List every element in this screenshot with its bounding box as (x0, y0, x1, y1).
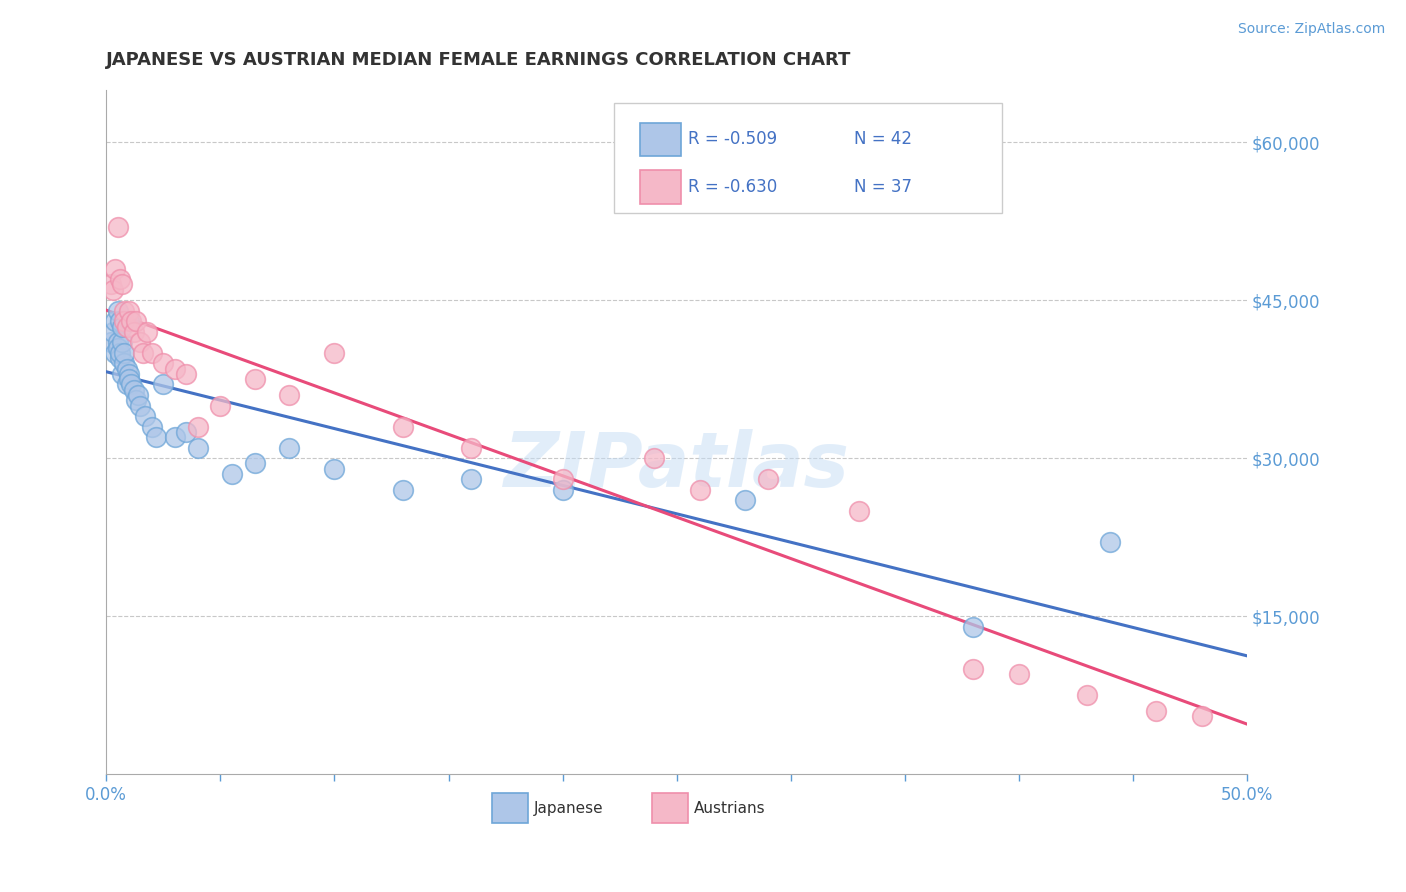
Point (163, 430, 186, 444)
Point (209, 399, 232, 413)
Point (122, 383, 145, 397)
Point (1144, 704, 1167, 718)
Point (132, 346, 155, 360)
Point (186, 419, 208, 434)
Point (243, 457, 266, 471)
Point (125, 314, 148, 328)
Point (551, 472, 574, 486)
Text: R = -0.509: R = -0.509 (688, 130, 778, 148)
Point (460, 441, 482, 455)
Point (136, 325, 159, 339)
Point (756, 472, 779, 486)
Point (962, 662, 984, 676)
Point (643, 451, 665, 466)
Point (120, 314, 142, 328)
FancyBboxPatch shape (614, 103, 1002, 213)
Text: R = -0.630: R = -0.630 (688, 178, 778, 196)
Point (127, 388, 149, 402)
Text: JAPANESE VS AUSTRIAN MEDIAN FEMALE EARNINGS CORRELATION CHART: JAPANESE VS AUSTRIAN MEDIAN FEMALE EARNI… (107, 51, 852, 69)
FancyBboxPatch shape (651, 793, 688, 823)
Point (1099, 535, 1122, 549)
Point (108, 314, 131, 328)
Point (104, 346, 127, 360)
Point (111, 277, 134, 292)
Point (141, 346, 163, 360)
Point (115, 361, 138, 376)
FancyBboxPatch shape (640, 122, 682, 156)
Point (107, 303, 129, 318)
Point (221, 467, 243, 481)
Point (186, 441, 208, 455)
Point (111, 367, 134, 381)
Point (1076, 688, 1098, 702)
Point (460, 472, 482, 486)
Point (108, 346, 131, 360)
Point (277, 441, 299, 455)
Point (134, 409, 156, 423)
Text: Source: ZipAtlas.com: Source: ZipAtlas.com (1237, 22, 1385, 37)
Point (174, 425, 197, 439)
Point (114, 314, 136, 328)
Point (108, 272, 131, 286)
Point (141, 419, 163, 434)
Point (323, 346, 346, 360)
Point (1008, 667, 1031, 681)
Point (104, 261, 127, 276)
Point (115, 377, 138, 392)
Point (174, 367, 197, 381)
Text: ZIPatlas: ZIPatlas (503, 429, 849, 503)
Point (277, 388, 299, 402)
Point (100, 335, 122, 350)
FancyBboxPatch shape (640, 170, 682, 204)
Point (118, 372, 141, 386)
Point (101, 325, 124, 339)
Point (114, 346, 136, 360)
Point (962, 619, 984, 633)
Point (107, 335, 129, 350)
Point (101, 283, 124, 297)
Point (551, 483, 574, 497)
Text: N = 42: N = 42 (853, 130, 911, 148)
Point (1191, 709, 1213, 723)
Point (392, 483, 415, 497)
Point (734, 493, 756, 508)
Text: Austrians: Austrians (693, 801, 765, 816)
Point (323, 461, 346, 475)
Point (120, 377, 142, 392)
Point (163, 361, 186, 376)
Point (129, 335, 152, 350)
Point (152, 377, 174, 392)
Point (107, 341, 129, 355)
Point (107, 219, 129, 234)
Point (111, 335, 134, 350)
Point (689, 483, 711, 497)
Point (125, 393, 148, 408)
Point (392, 419, 415, 434)
FancyBboxPatch shape (492, 793, 529, 823)
Point (118, 314, 141, 328)
Point (118, 367, 141, 381)
Point (118, 303, 141, 318)
Point (145, 430, 167, 444)
Point (114, 303, 136, 318)
Point (114, 356, 136, 370)
Text: Japanese: Japanese (534, 801, 603, 816)
Point (152, 356, 174, 370)
Point (104, 314, 127, 328)
Point (122, 325, 145, 339)
Point (108, 351, 131, 366)
Point (100, 277, 122, 292)
Point (848, 504, 870, 518)
Point (129, 399, 152, 413)
Point (111, 319, 134, 334)
Point (115, 319, 138, 334)
Point (243, 372, 266, 386)
Text: N = 37: N = 37 (853, 178, 911, 196)
